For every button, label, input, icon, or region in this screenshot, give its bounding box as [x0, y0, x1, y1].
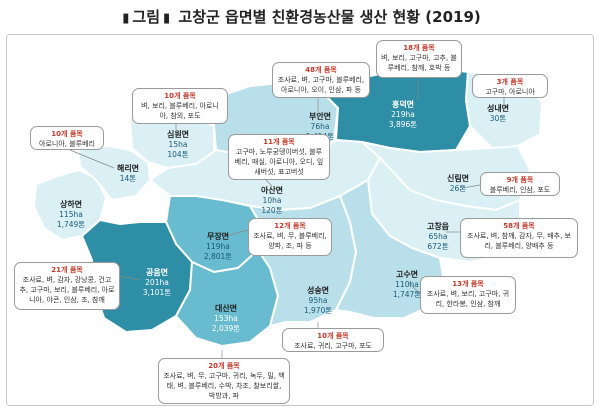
callout-seongsong: 10개 품목 조사료, 귀리, 고구마, 포도 — [282, 328, 384, 352]
leader-asan — [265, 179, 273, 187]
region-label-gongeum: 공음면 201ha 3,101톤 — [142, 268, 172, 297]
leader-haeri — [69, 149, 115, 169]
region-label-daesan: 대산면 153ha 2,039톤 — [211, 304, 241, 333]
region-label-mujang: 무장면 119ha 2,801톤 — [203, 232, 233, 261]
leader-mujang — [225, 229, 249, 237]
region-label-gosu: 고수면 110ha 1,747톤 — [392, 270, 422, 299]
region-label-gochang: 고창읍 65ha 672톤 — [426, 222, 450, 251]
region-label-sillim: 신림면 26톤 — [446, 174, 470, 193]
region-label-sangha: 상하면 115ha 1,749톤 — [56, 200, 86, 229]
callout-seongnae: 3개 품목 고구마, 아로니아 — [472, 74, 548, 98]
region-shape-haeri — [77, 145, 151, 201]
callout-buan: 48개 품목 조사료, 벼, 고구마, 블루베리, 아로니아, 오이, 인삼, … — [272, 62, 370, 98]
region-label-simwon: 심원면 15ha 104톤 — [166, 130, 190, 159]
region-label-seongnae: 성내면 30톤 — [486, 104, 510, 123]
callout-gongeum: 21개 품목 조사료, 벼, 감자, 강낭콩, 건고추, 고구마, 보리, 블루… — [14, 262, 120, 310]
map-frame — [6, 34, 594, 406]
callout-haeri: 10개 품목 아로니아, 블루베리 — [30, 126, 104, 150]
leader-gongeum — [119, 275, 141, 281]
title-suffix-mark: ▮ — [163, 11, 171, 26]
region-label-haeri: 해리면 14톤 — [116, 164, 140, 183]
callout-mujang: 12개 품목 조사료, 벼, 무, 블루베리, 양파, 조, 파 등 — [248, 218, 332, 256]
callout-gochang: 58개 품목 조사료, 벼, 참깨, 감자, 무, 배추, 보리, 블루베리, … — [460, 218, 578, 258]
region-label-asan: 아산면 10ha 120톤 — [260, 186, 284, 215]
callout-heungdeok: 18개 품목 벼, 보리, 고구마, 고추, 블루베리, 참깨, 호박 등 — [376, 40, 462, 78]
leader-sillim — [461, 184, 481, 189]
title-label: 그림 — [132, 8, 160, 26]
callout-gosu: 13개 품목 조사료, 벼, 보리, 고구마, 귀리, 한라봉, 인삼, 참깨 — [420, 276, 516, 314]
leader-gosu — [407, 281, 421, 295]
title-prefix-mark: ▮ — [122, 11, 130, 26]
figure-title: ▮ 그림 ▮ 고창군 읍면별 친환경농산물 생산 현황 (2019) — [0, 6, 600, 27]
title-text: 고창군 읍면별 친환경농산물 생산 현황 (2019) — [178, 8, 481, 26]
region-label-heungdeok: 흥덕면 219ha 3,896톤 — [388, 100, 418, 129]
callout-sillim: 9개 품목 블루베리, 인삼, 포도 — [480, 172, 560, 196]
callout-asan: 11개 품목 고구마, 노루궁뎅이버섯, 블루베리, 매실, 아로니아, 오디,… — [228, 134, 330, 180]
region-shape-gosu — [335, 179, 445, 319]
region-label-seongsong: 성송면 95ha 1,970톤 — [303, 286, 333, 315]
callout-simwon: 10개 품목 벼, 보리, 블루베리, 아로니아, 참외, 포도 — [132, 88, 228, 124]
callout-daesan: 20개 품목 조사료, 벼, 무, 고구마, 귀리, 녹두, 밀, 백태, 벼,… — [158, 358, 290, 404]
